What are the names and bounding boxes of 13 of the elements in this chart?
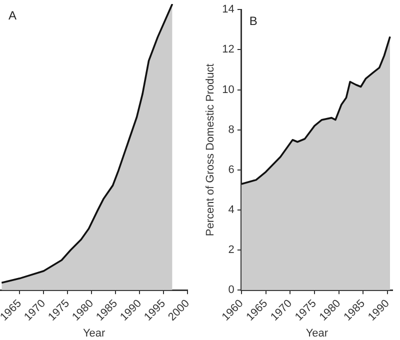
y-tick-label: 6 [228, 164, 234, 176]
y-tick-label: 4 [228, 204, 234, 216]
y-tick-label: 14 [222, 4, 234, 16]
chart-title: B [249, 14, 258, 28]
y-tick-label: 2 [228, 244, 234, 256]
x-axis-title: Year [306, 327, 328, 340]
y-tick-label: 12 [222, 44, 234, 56]
x-axis-title: Year [82, 327, 106, 340]
chart-title: A [8, 8, 16, 22]
y-axis-title: Percent of Gross Domestic Product [204, 64, 217, 236]
y-tick-label: 0 [228, 284, 234, 296]
y-tick-label: 10 [222, 84, 234, 96]
y-tick-label: 8 [228, 124, 234, 136]
